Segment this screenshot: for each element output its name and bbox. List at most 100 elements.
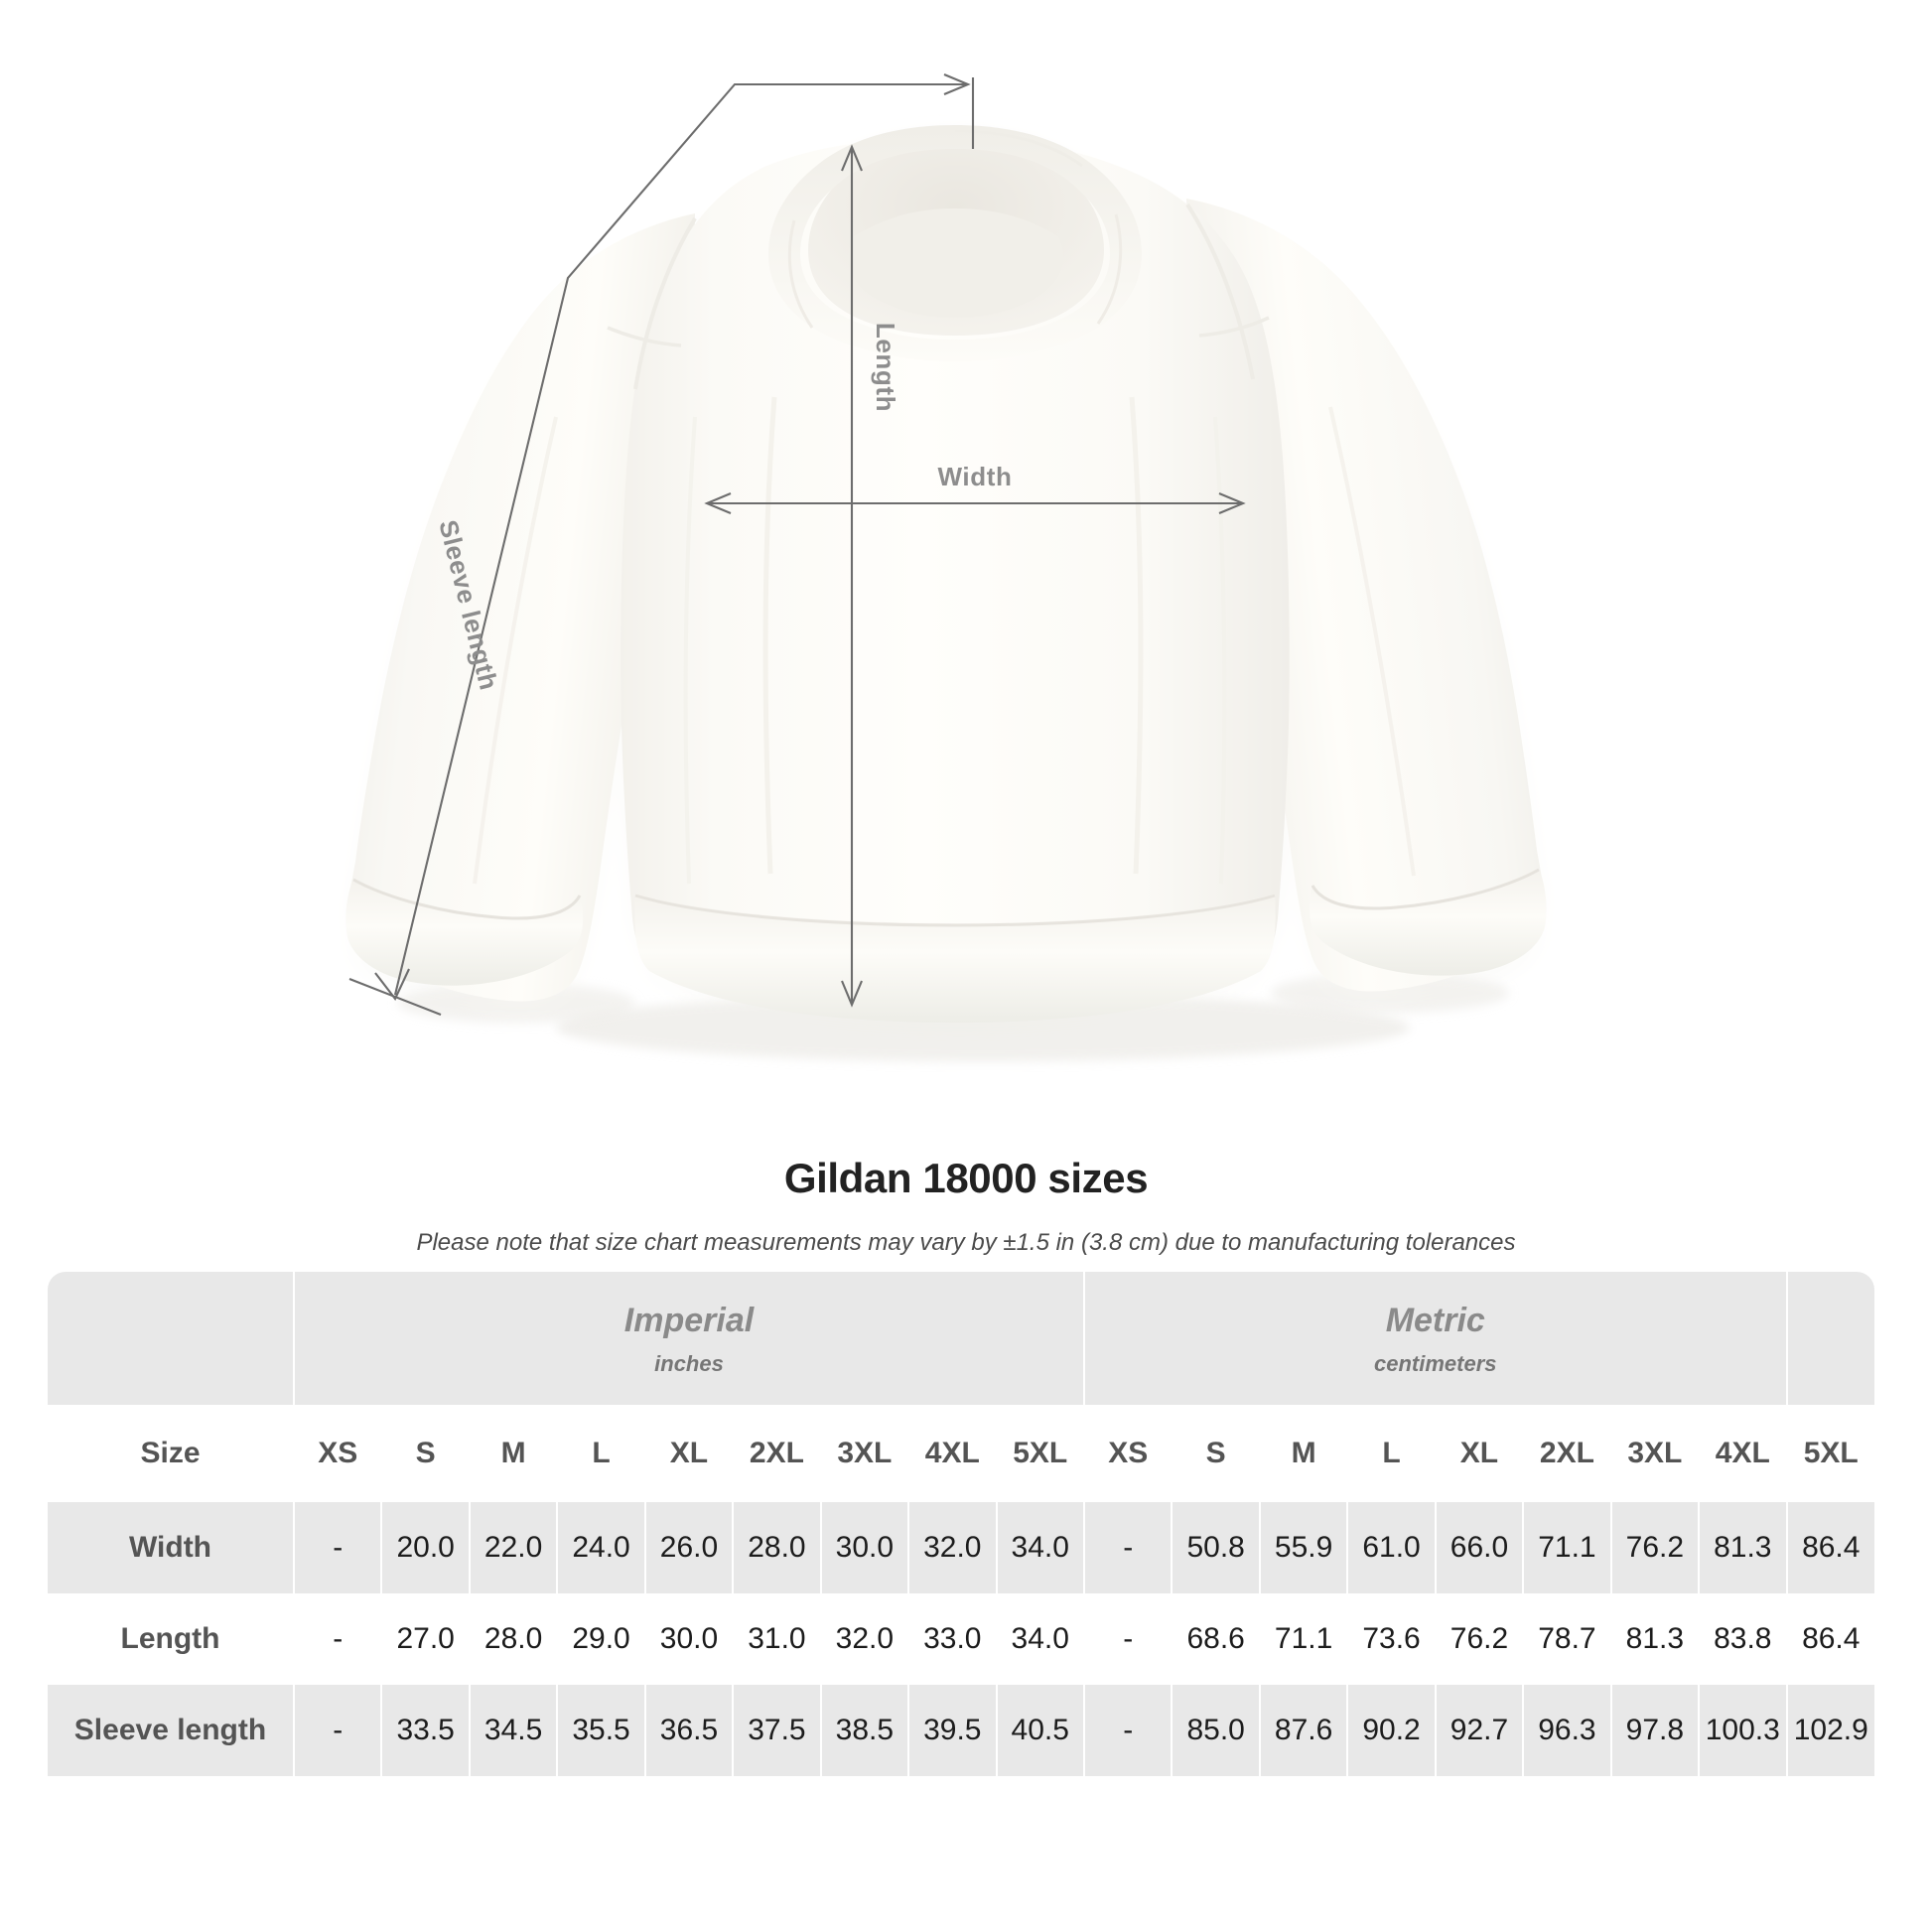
- row-label-width: Width: [48, 1502, 294, 1593]
- size-table-container: Imperial inches Metric centimeters Size …: [48, 1272, 1874, 1875]
- cell-sleeve-length-metric-6: 97.8: [1609, 1685, 1700, 1776]
- cell-sleeve-length-metric-4: 92.7: [1434, 1685, 1524, 1776]
- cell-width-imperial-4: 26.0: [643, 1502, 734, 1593]
- size-header-imperial-l: L: [556, 1405, 645, 1502]
- table-row: Sleeve length -33.5 34.5 35.5 36.5 37.5 38.5 39…: [48, 1685, 1874, 1776]
- cell-sleeve-length-imperial-3: 35.5: [556, 1685, 645, 1776]
- size-header-metric-m: M: [1258, 1405, 1348, 1502]
- cell-length-imperial-3: 29.0: [556, 1593, 645, 1685]
- width-label: Width: [938, 462, 1013, 491]
- imperial-unit-header: Imperial inches: [293, 1272, 1084, 1405]
- size-corner-label: Size: [48, 1405, 294, 1502]
- length-label: Length: [871, 323, 900, 412]
- cell-width-imperial-5: 28.0: [732, 1502, 821, 1593]
- unit-banner-row: Imperial inches Metric centimeters: [48, 1272, 1874, 1405]
- cell-length-imperial-7: 33.0: [907, 1593, 997, 1685]
- size-header-imperial-2xl: 2XL: [732, 1405, 821, 1502]
- metric-label: Metric: [1385, 1302, 1485, 1340]
- imperial-sublabel: inches: [654, 1350, 724, 1376]
- size-header-metric-xl: XL: [1434, 1405, 1524, 1502]
- cell-length-imperial-5: 31.0: [732, 1593, 821, 1685]
- cell-length-metric-6: 81.3: [1609, 1593, 1700, 1685]
- cell-width-imperial-0: -: [292, 1502, 382, 1593]
- cell-width-imperial-3: 24.0: [556, 1502, 645, 1593]
- cell-width-metric-5: 71.1: [1522, 1502, 1611, 1593]
- length-dimension: Length: [841, 144, 900, 1008]
- metric-unit-header: Metric centimeters: [1083, 1272, 1787, 1405]
- sleeve-length-dimension: Sleeve length: [348, 73, 975, 1016]
- cell-length-imperial-0: -: [292, 1593, 382, 1685]
- cell-width-metric-1: 50.8: [1171, 1502, 1260, 1593]
- size-header-imperial-4xl: 4XL: [907, 1405, 997, 1502]
- cell-length-imperial-4: 30.0: [643, 1593, 734, 1685]
- row-label-length: Length: [48, 1593, 294, 1685]
- size-header-imperial-m: M: [468, 1405, 558, 1502]
- cell-width-metric-0: -: [1082, 1502, 1173, 1593]
- cell-length-metric-5: 78.7: [1522, 1593, 1611, 1685]
- cell-width-imperial-2: 22.0: [468, 1502, 558, 1593]
- size-header-imperial-s: S: [380, 1405, 470, 1502]
- size-header-metric-5xl: 5XL: [1785, 1405, 1874, 1502]
- cell-length-metric-0: -: [1082, 1593, 1173, 1685]
- unit-banner-spacer: [48, 1272, 294, 1405]
- product-photo-region: Length Width: [345, 73, 1547, 1061]
- measurement-annotations: Length Width: [348, 73, 1246, 1016]
- cell-length-imperial-8: 34.0: [995, 1593, 1084, 1685]
- width-dimension: Width: [704, 462, 1246, 514]
- imperial-label: Imperial: [623, 1302, 755, 1340]
- metric-sublabel: centimeters: [1374, 1350, 1497, 1376]
- cell-sleeve-length-imperial-5: 37.5: [732, 1685, 821, 1776]
- size-header-metric-4xl: 4XL: [1698, 1405, 1787, 1502]
- size-header-metric-s: S: [1171, 1405, 1260, 1502]
- cell-width-metric-2: 55.9: [1258, 1502, 1348, 1593]
- cell-length-imperial-6: 32.0: [819, 1593, 909, 1685]
- size-header-imperial-xl: XL: [643, 1405, 734, 1502]
- cell-width-imperial-6: 30.0: [819, 1502, 909, 1593]
- size-header-imperial-5xl: 5XL: [995, 1405, 1084, 1502]
- page-title: Gildan 18000 sizes: [783, 1155, 1149, 1201]
- cell-sleeve-length-metric-7: 100.3: [1698, 1685, 1787, 1776]
- cell-width-metric-8: 86.4: [1785, 1502, 1874, 1593]
- cell-sleeve-length-imperial-8: 40.5: [995, 1685, 1084, 1776]
- cell-sleeve-length-metric-2: 87.6: [1258, 1685, 1348, 1776]
- chart-heading-block: Gildan 18000 sizes Please note that size…: [0, 1132, 1932, 1258]
- cell-sleeve-length-imperial-6: 38.5: [819, 1685, 909, 1776]
- cell-width-imperial-1: 20.0: [380, 1502, 470, 1593]
- cell-width-metric-7: 81.3: [1698, 1502, 1787, 1593]
- cell-sleeve-length-metric-0: -: [1082, 1685, 1173, 1776]
- cell-width-imperial-7: 32.0: [907, 1502, 997, 1593]
- size-header-metric-l: L: [1346, 1405, 1436, 1502]
- cell-sleeve-length-metric-3: 90.2: [1346, 1685, 1436, 1776]
- cell-sleeve-length-metric-8: 102.9: [1785, 1685, 1874, 1776]
- size-header-imperial-3xl: 3XL: [819, 1405, 909, 1502]
- cell-sleeve-length-metric-1: 85.0: [1171, 1685, 1260, 1776]
- size-table: Imperial inches Metric centimeters Size …: [48, 1272, 1874, 1776]
- cell-width-imperial-8: 34.0: [995, 1502, 1084, 1593]
- cell-length-imperial-2: 28.0: [468, 1593, 558, 1685]
- cell-width-metric-6: 76.2: [1609, 1502, 1700, 1593]
- unit-banner-spacer-right: [1785, 1272, 1874, 1405]
- row-label-sleeve-length: Sleeve length: [48, 1685, 294, 1776]
- cell-sleeve-length-imperial-0: -: [292, 1685, 382, 1776]
- cell-sleeve-length-imperial-7: 39.5: [907, 1685, 997, 1776]
- cell-length-imperial-1: 27.0: [380, 1593, 470, 1685]
- size-header-row: Size XS S M L XL 2XL 3XL 4XL 5XL XS S M …: [48, 1405, 1874, 1502]
- table-row: Width -20.0 22.0 24.0 26.0 28.0 30.0 32.0 34.0-5…: [48, 1502, 1874, 1593]
- cell-length-metric-2: 71.1: [1258, 1593, 1348, 1685]
- cell-length-metric-7: 83.8: [1698, 1593, 1787, 1685]
- cell-width-metric-3: 61.0: [1346, 1502, 1436, 1593]
- cell-sleeve-length-imperial-4: 36.5: [643, 1685, 734, 1776]
- cell-length-metric-8: 86.4: [1785, 1593, 1874, 1685]
- cell-length-metric-4: 76.2: [1434, 1593, 1524, 1685]
- sleeve-length-label: Sleeve length: [433, 517, 504, 693]
- cell-length-metric-3: 73.6: [1346, 1593, 1436, 1685]
- tolerance-note: Please note that size chart measurements…: [416, 1229, 1516, 1256]
- sweatshirt-illustration: [345, 125, 1547, 1061]
- table-row: Length -27.0 28.0 29.0 30.0 31.0 32.0 33.0 34.0-…: [48, 1593, 1874, 1685]
- size-header-metric-3xl: 3XL: [1609, 1405, 1700, 1502]
- size-header-imperial-xs: XS: [292, 1405, 382, 1502]
- size-header-metric-2xl: 2XL: [1522, 1405, 1611, 1502]
- size-table-body: Width -20.0 22.0 24.0 26.0 28.0 30.0 32.0 34.0-5…: [48, 1502, 1874, 1776]
- cell-sleeve-length-imperial-1: 33.5: [380, 1685, 470, 1776]
